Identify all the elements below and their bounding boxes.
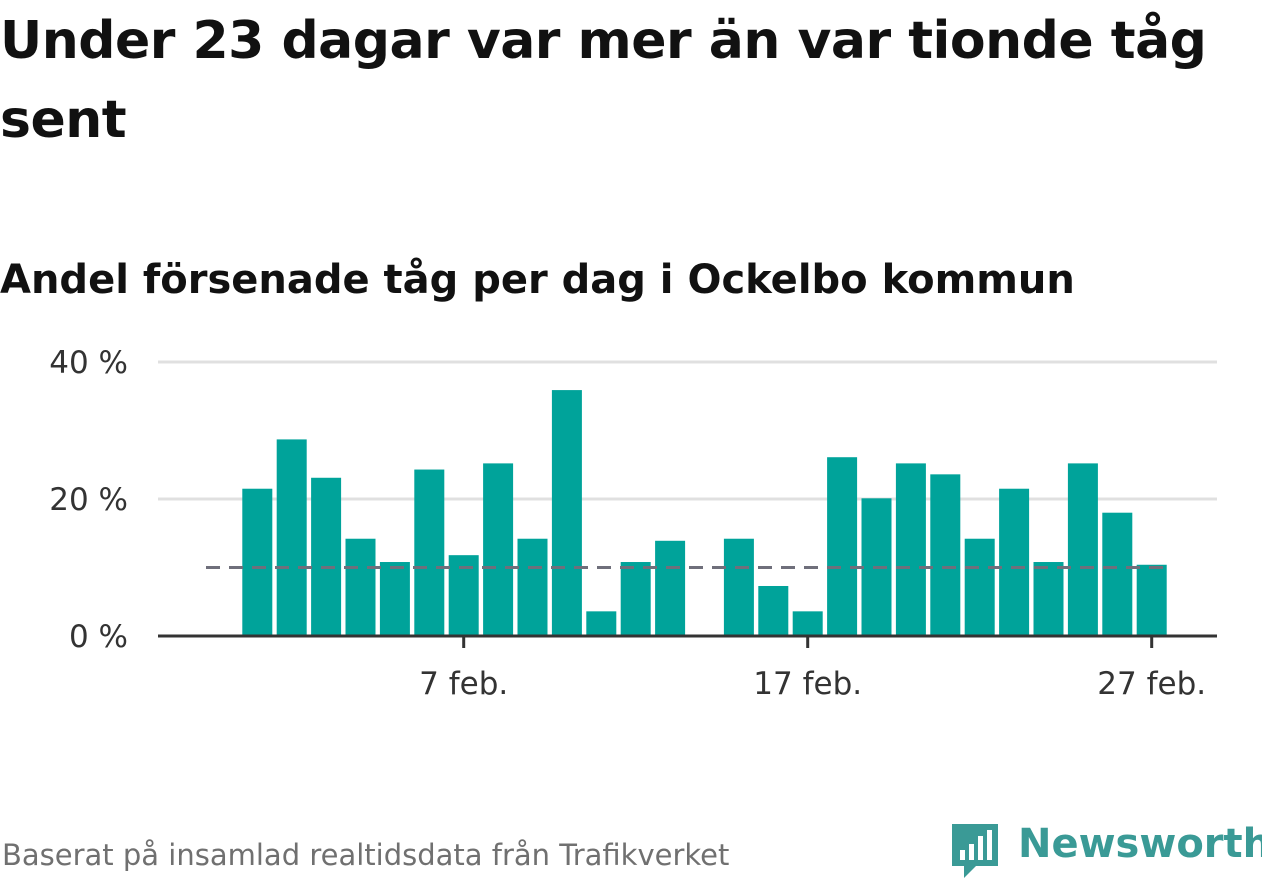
x-tick-label: 27 feb. <box>1097 666 1206 702</box>
bar <box>586 611 617 636</box>
x-tick-label: 7 feb. <box>419 666 508 702</box>
x-axis <box>158 634 1217 648</box>
chart-subtitle: Andel försenade tåg per dag i Ockelbo ko… <box>0 257 1075 303</box>
bar <box>1136 564 1167 636</box>
bar <box>242 488 273 636</box>
bar <box>930 474 961 636</box>
x-tick-label: 17 feb. <box>753 666 862 702</box>
bar <box>517 538 548 636</box>
bar <box>483 463 514 636</box>
bar <box>276 439 307 636</box>
source-note: Baserat på insamlad realtidsdata från Tr… <box>2 838 730 872</box>
bar <box>895 463 926 636</box>
y-tick-label: 20 % <box>49 482 128 518</box>
bar <box>379 562 410 636</box>
bar <box>1067 463 1098 636</box>
bar <box>311 477 342 636</box>
newsworthy-logo[interactable]: Newsworthy <box>950 818 1262 878</box>
bar <box>551 390 582 636</box>
bar-chart: 0 % 20 % 40 % 7 feb. 17 feb. 27 feb. <box>49 345 1217 702</box>
bar <box>999 488 1030 636</box>
bar <box>1033 562 1064 636</box>
y-tick-label: 40 % <box>49 345 128 381</box>
bar <box>655 540 686 636</box>
x-axis-tick-labels: 7 feb. 17 feb. 27 feb. <box>419 666 1206 702</box>
bar <box>723 538 754 636</box>
bar <box>620 562 651 636</box>
bar <box>414 469 445 636</box>
bar <box>827 457 858 636</box>
chart-title: Under 23 dagar var mer än var tionde tåg… <box>0 11 1207 150</box>
bar <box>1102 512 1133 636</box>
newsworthy-logo-text: Newsworthy <box>1018 821 1262 867</box>
y-tick-label: 0 % <box>69 619 128 655</box>
bar <box>792 611 823 636</box>
bars <box>242 390 1167 636</box>
y-axis-tick-labels: 0 % 20 % 40 % <box>49 345 128 655</box>
bar <box>345 538 376 636</box>
newsworthy-logo-icon <box>952 824 998 878</box>
bar <box>964 538 995 636</box>
bar <box>758 585 789 636</box>
